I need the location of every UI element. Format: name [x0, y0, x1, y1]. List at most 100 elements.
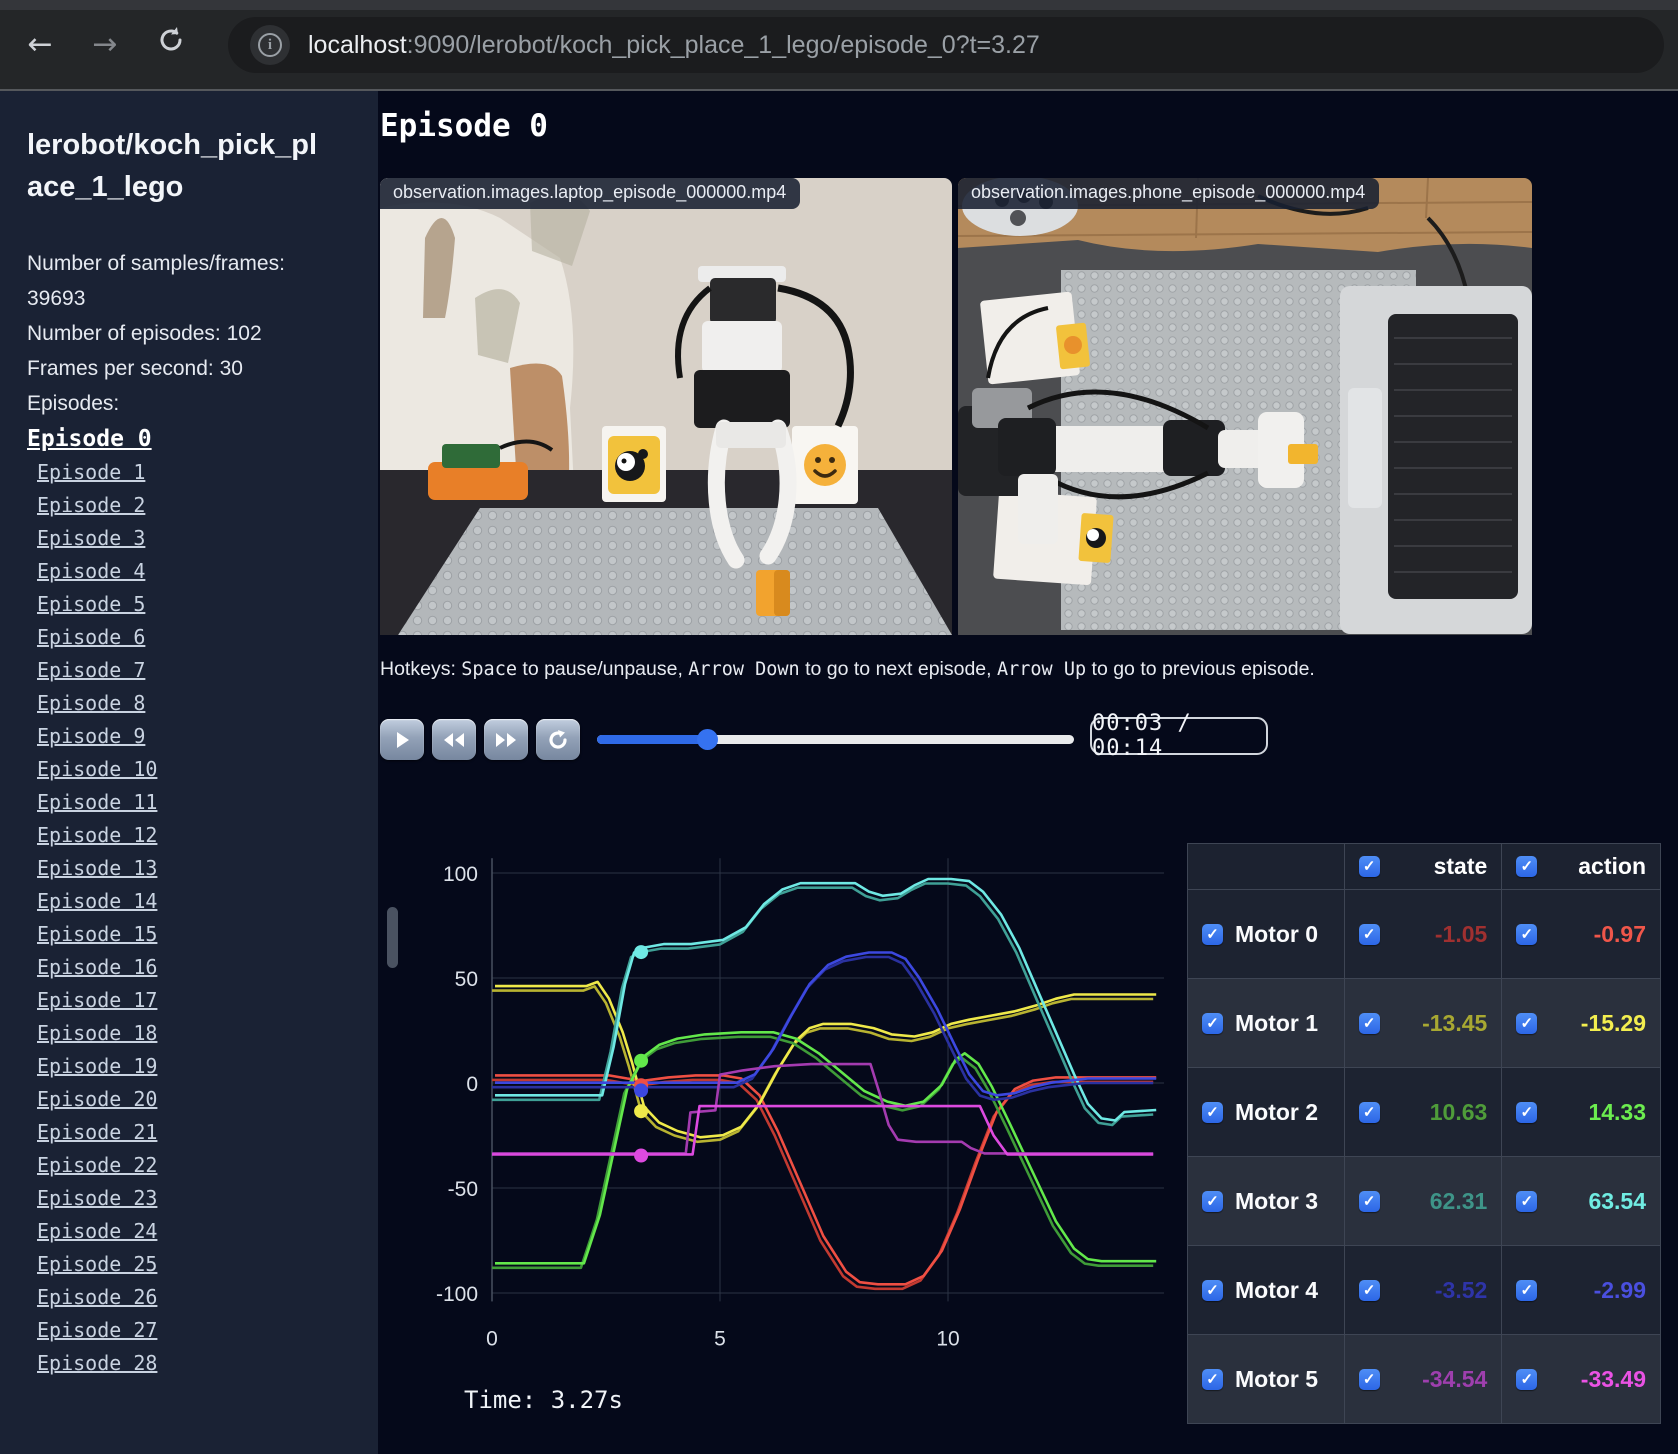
episode-link[interactable]: Episode 10	[37, 757, 158, 782]
episode-link[interactable]: Episode 15	[37, 922, 158, 947]
episodes-label: Episodes:	[27, 392, 120, 416]
scrollbar-thumb[interactable]	[387, 907, 398, 968]
video-player-laptop[interactable]: observation.images.laptop_episode_000000…	[380, 178, 952, 635]
checkbox[interactable]: ✓	[1358, 1368, 1380, 1390]
robot-arm	[675, 266, 854, 569]
back-button[interactable]: ←	[17, 22, 63, 68]
y-tick-label: -100	[436, 1283, 478, 1306]
video-player-phone[interactable]: observation.images.phone_episode_000000.…	[958, 178, 1532, 635]
address-bar[interactable]: i localhost:9090/lerobot/koch_pick_place…	[228, 17, 1664, 73]
smiley-card	[792, 426, 858, 504]
episode-link[interactable]: Episode 18	[37, 1021, 158, 1046]
checkbox[interactable]: ✓	[1516, 1012, 1538, 1034]
episode-link-active[interactable]: Episode 0	[27, 426, 152, 453]
motor-row: ✓ Motor 2 ✓ 10.63 ✓ 14.33	[1187, 1067, 1661, 1157]
episode-link[interactable]: Episode 19	[37, 1054, 158, 1079]
y-tick-label: 0	[466, 1073, 478, 1096]
checkbox[interactable]: ✓	[1358, 1101, 1380, 1123]
hotkeys-text: Hotkeys: Space to pause/unpause, Arrow D…	[380, 658, 1315, 680]
motor-row: ✓ Motor 1 ✓ -13.45 ✓ -15.29	[1187, 978, 1661, 1068]
tab-strip	[0, 0, 1678, 10]
chart-time-label: Time: 3.27s	[464, 1386, 623, 1414]
checkbox[interactable]: ✓	[1358, 1190, 1380, 1212]
episode-link[interactable]: Episode 24	[37, 1219, 158, 1244]
checkbox[interactable]: ✓	[1358, 1012, 1380, 1034]
play-button[interactable]	[380, 719, 424, 760]
main-content: Episode 0	[378, 91, 1678, 1454]
episode-link[interactable]: Episode 9	[37, 724, 146, 749]
state-value: -34.54	[1422, 1365, 1488, 1392]
episode-link[interactable]: Episode 11	[37, 790, 158, 815]
checkbox[interactable]: ✓	[1202, 1190, 1223, 1212]
episode-link[interactable]: Episode 13	[37, 856, 158, 881]
slider-thumb[interactable]	[696, 729, 718, 750]
episode-link[interactable]: Episode 8	[37, 691, 146, 716]
episode-link[interactable]: Episode 4	[37, 559, 146, 584]
checkbox[interactable]: ✓	[1202, 1279, 1223, 1301]
episode-link[interactable]: Episode 22	[37, 1153, 158, 1178]
episode-link[interactable]: Episode 21	[37, 1120, 158, 1145]
checkbox[interactable]: ✓	[1516, 1101, 1538, 1123]
slider-track[interactable]	[597, 735, 1074, 744]
current-time-dot	[634, 1148, 649, 1163]
motor-name: Motor 1	[1235, 1009, 1319, 1036]
episode-link[interactable]: Episode 23	[37, 1186, 158, 1211]
episode-link[interactable]: Episode 28	[37, 1351, 158, 1376]
episode-link[interactable]: Episode 12	[37, 823, 158, 848]
seek-slider[interactable]	[597, 729, 1074, 750]
stat-episodes: Number of episodes: 102	[27, 322, 262, 346]
motor-table: ✓ state ✓ action ✓ Motor 0 ✓ -1.05 ✓ -0.97 ✓ Motor…	[1187, 843, 1661, 1424]
forward-button[interactable]: →	[82, 22, 128, 68]
loop-button[interactable]	[536, 719, 580, 760]
state-value: -3.52	[1434, 1276, 1488, 1303]
url-text[interactable]: localhost:9090/lerobot/koch_pick_place_1…	[308, 31, 1040, 60]
y-tick-label: -50	[448, 1178, 478, 1201]
episode-link[interactable]: Episode 17	[37, 988, 158, 1013]
checkbox[interactable]: ✓	[1358, 1279, 1380, 1301]
episode-link[interactable]: Episode 25	[37, 1252, 158, 1277]
motor-trajectory-chart[interactable]: 100 50 0 -50 -100 0 5 10 Time: 3.27s	[378, 780, 1178, 1454]
reload-button[interactable]	[148, 22, 194, 68]
action-line	[495, 951, 1157, 1097]
col-header-state: ✓ state	[1343, 843, 1503, 890]
episode-link[interactable]: Episode 7	[37, 658, 146, 683]
episode-link[interactable]: Episode 16	[37, 955, 158, 980]
episode-link[interactable]: Episode 14	[37, 889, 158, 914]
episode-link[interactable]: Episode 1	[37, 460, 146, 485]
motor-name: Motor 4	[1235, 1276, 1319, 1303]
episode-link[interactable]: Episode 6	[37, 625, 146, 650]
checkbox[interactable]: ✓	[1516, 1190, 1538, 1212]
x-tick-label: 0	[486, 1327, 498, 1350]
episode-list: Episode 0 Episode 1 Episode 2 Episode 3 Epis…	[27, 423, 378, 1380]
action-value: -2.99	[1593, 1276, 1646, 1303]
rewind-button[interactable]	[432, 719, 476, 760]
checkbox[interactable]: ✓	[1358, 923, 1380, 945]
checkbox[interactable]: ✓	[1358, 856, 1380, 877]
y-tick-label: 50	[455, 968, 478, 991]
smiley-box-top	[980, 291, 1090, 385]
checkbox[interactable]: ✓	[1516, 856, 1538, 877]
action-line	[495, 1074, 1157, 1286]
episode-link[interactable]: Episode 2	[37, 493, 146, 518]
video-title-laptop: observation.images.laptop_episode_000000…	[380, 178, 801, 209]
laptop-camera-frame	[380, 178, 952, 635]
checkbox[interactable]: ✓	[1516, 1279, 1538, 1301]
site-info-icon[interactable]: i	[250, 25, 290, 65]
checkbox[interactable]: ✓	[1202, 1012, 1223, 1034]
checkbox[interactable]: ✓	[1202, 1368, 1223, 1390]
fast-forward-button[interactable]	[484, 719, 528, 760]
motor-name: Motor 3	[1235, 1187, 1319, 1214]
checkbox[interactable]: ✓	[1202, 1101, 1223, 1123]
panda-card	[602, 426, 666, 502]
episode-link[interactable]: Episode 26	[37, 1285, 158, 1310]
episode-link[interactable]: Episode 3	[37, 526, 146, 551]
checkbox[interactable]: ✓	[1202, 923, 1223, 945]
episode-link[interactable]: Episode 5	[37, 592, 146, 617]
episode-link[interactable]: Episode 20	[37, 1087, 158, 1112]
checkbox[interactable]: ✓	[1516, 923, 1538, 945]
playback-controls: 00:03 / 00:14	[380, 711, 1540, 763]
episode-link[interactable]: Episode 27	[37, 1318, 158, 1343]
action-value: -33.49	[1580, 1365, 1646, 1392]
current-time-dot	[634, 1083, 649, 1098]
checkbox[interactable]: ✓	[1516, 1368, 1538, 1390]
